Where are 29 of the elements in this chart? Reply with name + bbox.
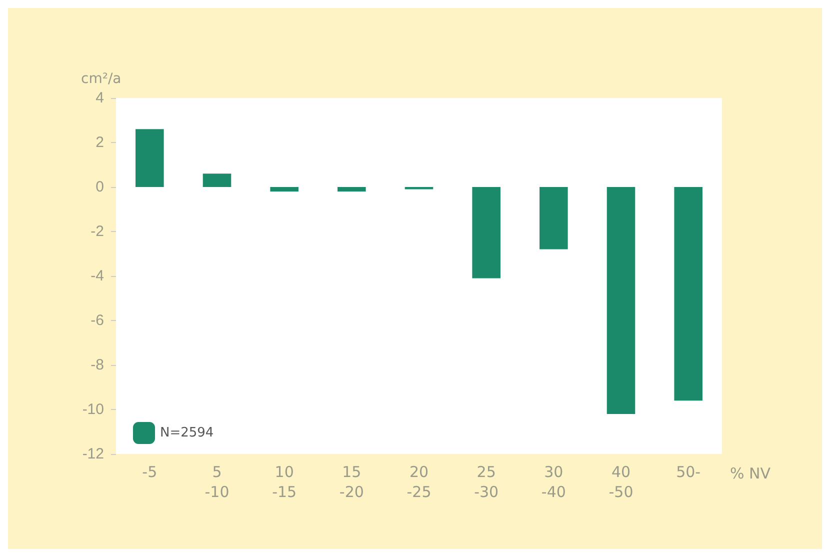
y-tick-label: 0: [96, 178, 104, 196]
x-tick-label: 50-: [676, 463, 701, 481]
x-tick-label: 15 -20: [339, 463, 364, 501]
y-tick-label: 2: [96, 134, 104, 151]
y-tick-label: -6: [90, 312, 104, 329]
bar: [202, 174, 232, 187]
bar: [472, 187, 500, 278]
x-tick-label: 20 -25: [406, 463, 432, 501]
y-tick-label: 4: [96, 90, 104, 106]
bar: [338, 187, 366, 192]
bar: [136, 129, 164, 187]
bar: [540, 187, 568, 250]
bar: [674, 187, 702, 401]
x-axis-title: % NV: [730, 464, 772, 482]
x-tick-label: 25 -30: [474, 463, 499, 501]
y-tick-label: -12: [82, 446, 104, 462]
x-tick-label: 30 -40: [541, 463, 566, 501]
y-axis-title: cm²/a: [81, 71, 122, 87]
y-tick-label: -8: [90, 356, 104, 374]
y-tick-label: -2: [90, 223, 104, 240]
bar: [606, 187, 636, 414]
y-tick-label: -4: [90, 268, 104, 284]
legend-label: N=2594: [160, 426, 214, 440]
y-tick-label: -10: [82, 401, 104, 418]
bar: [270, 187, 298, 192]
x-tick-label: -5: [142, 463, 158, 481]
x-tick-label: 5 -10: [204, 463, 230, 501]
x-tick-label: 10 -15: [272, 463, 297, 501]
x-tick-label: 40 -50: [608, 463, 634, 501]
